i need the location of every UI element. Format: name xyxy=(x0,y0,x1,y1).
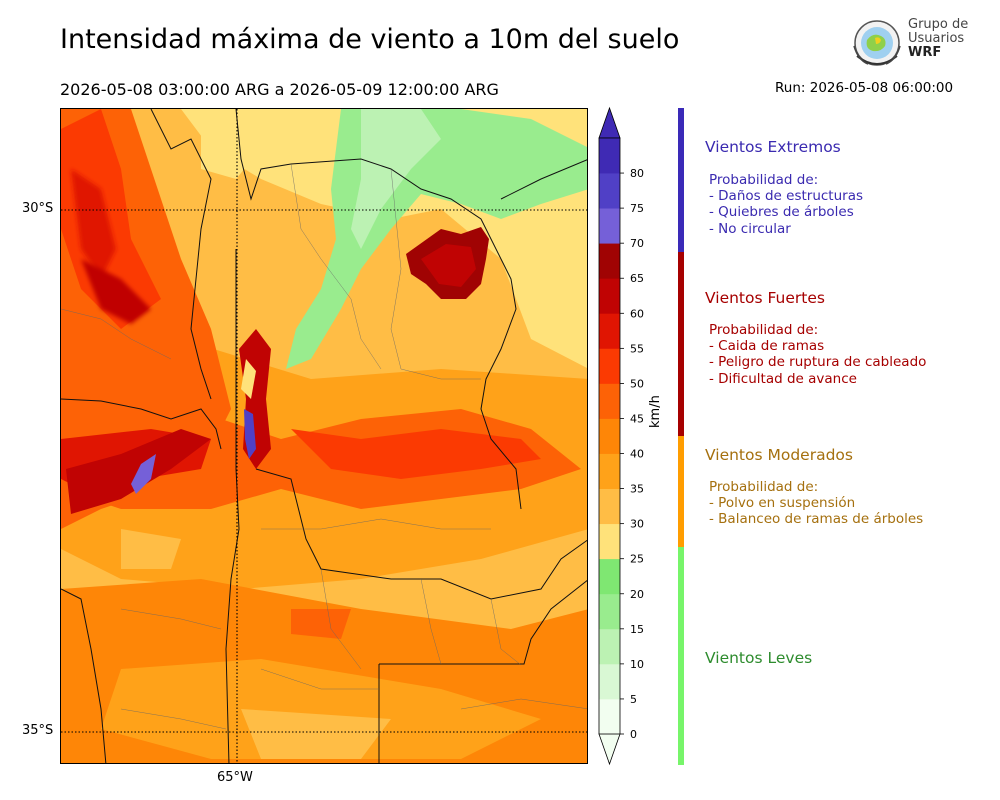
desc-line: - Caida de ramas xyxy=(709,338,825,355)
category-desc-fuertes: Probabilidad de: - Caida de ramas - Peli… xyxy=(709,322,926,387)
wind-field-plot xyxy=(61,109,587,763)
field-patch-mid xyxy=(121,529,181,569)
desc-line: - Quiebres de árboles xyxy=(709,204,854,221)
category-desc-extremos: Probabilidad de: - Daños de estructuras … xyxy=(709,172,863,237)
field-zone-50-55-west xyxy=(61,109,161,329)
category-title-moderados: Vientos Moderados xyxy=(705,446,853,464)
desc-line: - Dificultad de avance xyxy=(709,370,857,387)
field-zone-30-35-south xyxy=(241,709,391,759)
model-run: Run: 2026-05-08 06:00:00 xyxy=(775,80,954,96)
colorbar-tick-label: 25 xyxy=(630,553,644,566)
logo-line-2: Usuarios xyxy=(908,31,965,46)
desc-line: Probabilidad de: xyxy=(709,172,819,188)
colorbar-block xyxy=(599,243,620,279)
colorbar-tick-label: 20 xyxy=(630,588,644,601)
logo-line-1: Grupo de xyxy=(908,17,969,32)
colorbar-block xyxy=(599,488,620,525)
field-zone-35-40-south xyxy=(101,659,541,759)
desc-line: - Daños de estructuras xyxy=(709,188,864,205)
logo-line-3: WRF xyxy=(908,45,942,60)
graticule xyxy=(61,109,587,763)
province-borders xyxy=(61,109,587,763)
field-patch-south xyxy=(291,609,351,639)
field-patch-north xyxy=(201,119,261,179)
colorbar-block xyxy=(599,383,620,419)
forecast-period: 2026-05-08 03:00:00 ARG a 2026-05-09 12:… xyxy=(60,80,499,99)
colorbar-block xyxy=(599,698,620,735)
colorbar-outline xyxy=(598,137,621,735)
colorbar-tick-label: 55 xyxy=(630,342,644,355)
colorbar-block xyxy=(599,348,620,384)
category-bar-extremos xyxy=(678,108,684,252)
field-zone-60-65-ne xyxy=(421,244,476,287)
colorbar-block xyxy=(599,593,620,630)
grupo-wrf-logo: Grupo de Usuarios WRF xyxy=(848,16,978,74)
field-zone-55-60-west xyxy=(71,169,116,279)
category-title-extremos: Vientos Extremos xyxy=(705,138,841,156)
desc-line: - No circular xyxy=(709,220,791,237)
desc-line: - Peligro de ruptura de cableado xyxy=(709,354,927,371)
colorbar-tick-label: 0 xyxy=(630,728,637,741)
colorbar-tick-label: 70 xyxy=(630,237,644,250)
department-borders xyxy=(61,163,587,730)
colorbar-block xyxy=(599,138,620,174)
field-zone-65-70-west xyxy=(131,454,156,494)
colorbar-block xyxy=(599,628,620,665)
wind-speed-colorbar: 0 5 10 15 20 25 30 35 40 45 50 55 60 65 70 75 80 xyxy=(598,106,644,766)
colorbar-block xyxy=(599,663,620,700)
colorbar-tick-label: 75 xyxy=(630,202,644,215)
category-desc-moderados: Probabilidad de: - Polvo en suspensión -… xyxy=(709,479,923,528)
colorbar-block xyxy=(599,278,620,314)
lat-label-35s: 35°S xyxy=(22,723,54,738)
colorbar-tick-label: 15 xyxy=(630,623,644,636)
colorbar-extend-min xyxy=(598,733,621,766)
colorbar-block xyxy=(599,313,620,349)
colorbar-tick-label: 35 xyxy=(630,483,644,496)
category-bar-moderados xyxy=(678,436,684,547)
desc-line: Probabilidad de: xyxy=(709,479,819,495)
colorbar-tick-label: 5 xyxy=(630,693,637,706)
colorbar-tick-label: 45 xyxy=(630,412,644,425)
colorbar-extend-max xyxy=(598,106,621,139)
wind-map[interactable] xyxy=(60,108,588,764)
field-zone-70-75-core xyxy=(244,409,256,459)
desc-line: - Balanceo de ramas de árboles xyxy=(709,511,924,528)
colorbar-unit-label: km/h xyxy=(648,395,663,428)
colorbar-block xyxy=(599,453,620,489)
colorbar-tick-label: 10 xyxy=(630,658,644,671)
field-zone-25-30-core xyxy=(241,359,256,399)
desc-line: Probabilidad de: xyxy=(709,322,819,338)
colorbar-ticks: 0 5 10 15 20 25 30 35 40 45 50 55 60 65 70 75 80 xyxy=(620,167,644,741)
colorbar-blocks xyxy=(598,106,621,766)
category-title-leves: Vientos Leves xyxy=(705,649,813,667)
lat-label-30s: 30°S xyxy=(22,201,54,216)
globe-logo-icon xyxy=(853,20,901,66)
category-bar-leves xyxy=(678,547,684,765)
colorbar-tick-label: 40 xyxy=(630,448,644,461)
colorbar-block xyxy=(599,523,620,560)
field-zone-60-65-west xyxy=(81,259,151,324)
colorbar-block xyxy=(599,558,620,595)
desc-line: - Polvo en suspensión xyxy=(709,495,856,512)
category-bar-fuertes xyxy=(678,252,684,436)
colorbar-tick-label: 60 xyxy=(630,307,644,320)
colorbar-tick-label: 65 xyxy=(630,272,644,285)
category-title-fuertes: Vientos Fuertes xyxy=(705,289,825,307)
colorbar-tick-label: 50 xyxy=(630,377,644,390)
colorbar-block xyxy=(599,208,620,244)
colorbar-tick-label: 30 xyxy=(630,518,644,531)
colorbar-tick-label: 80 xyxy=(630,167,644,180)
field-zone-10-15 xyxy=(351,109,441,249)
colorbar-block xyxy=(599,418,620,454)
colorbar-block xyxy=(599,173,620,209)
map-title: Intensidad máxima de viento a 10m del su… xyxy=(60,24,680,55)
lon-label-65w: 65°W xyxy=(217,770,253,785)
field-zone-50-55-band xyxy=(291,429,541,479)
logo-text: Grupo de Usuarios WRF xyxy=(908,18,968,60)
